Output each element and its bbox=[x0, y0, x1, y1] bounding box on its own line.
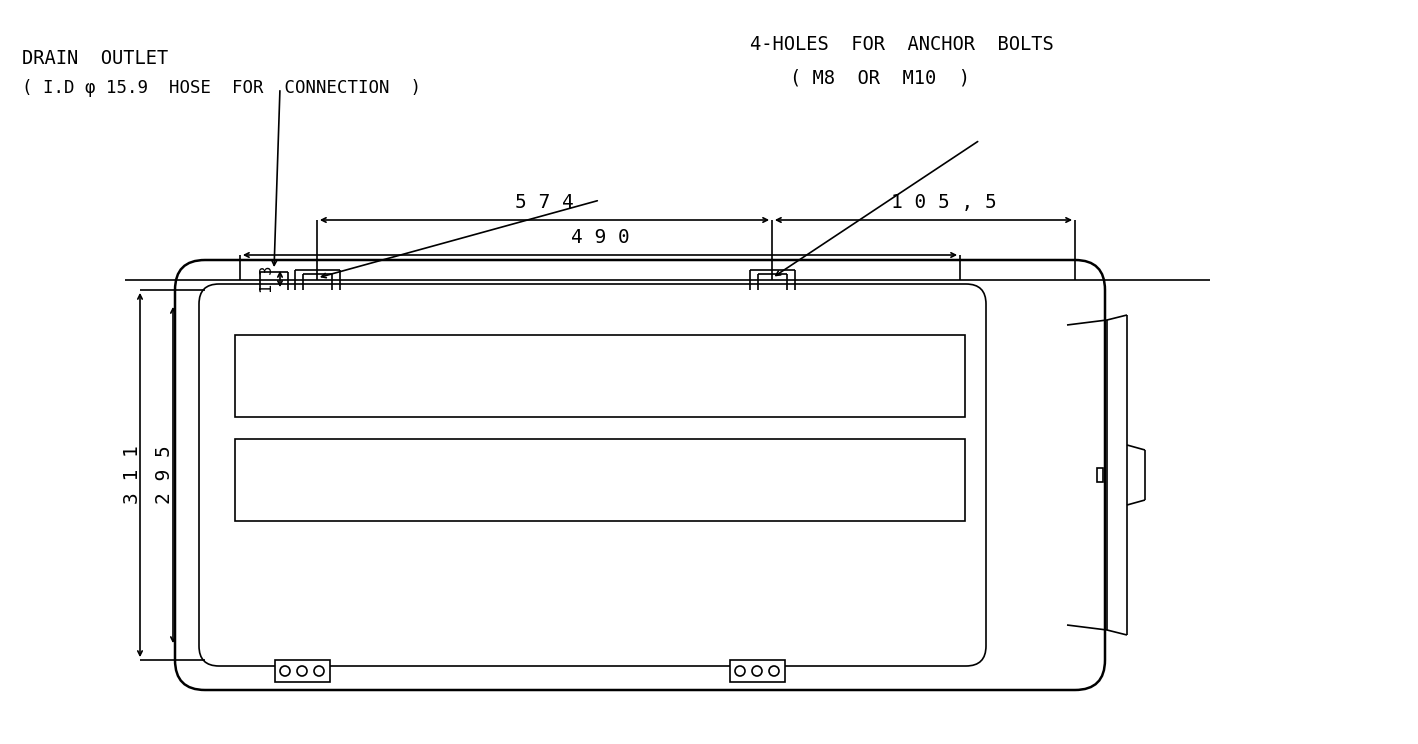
Bar bbox=[1098, 468, 1103, 482]
Bar bbox=[235, 439, 966, 521]
Text: DRAIN  OUTLET: DRAIN OUTLET bbox=[23, 48, 169, 68]
Text: ( I.D φ 15.9  HOSE  FOR  CONNECTION  ): ( I.D φ 15.9 HOSE FOR CONNECTION ) bbox=[23, 79, 421, 97]
Text: 2 9 5: 2 9 5 bbox=[156, 446, 174, 504]
Text: 4 9 0: 4 9 0 bbox=[570, 228, 630, 247]
Text: ( M8  OR  M10  ): ( M8 OR M10 ) bbox=[790, 68, 970, 88]
Bar bbox=[275, 660, 330, 682]
Bar bbox=[235, 335, 966, 417]
Text: 1 0 5 , 5: 1 0 5 , 5 bbox=[891, 193, 997, 212]
Text: 4-HOLES  FOR  ANCHOR  BOLTS: 4-HOLES FOR ANCHOR BOLTS bbox=[750, 36, 1054, 54]
Text: 5 7 4: 5 7 4 bbox=[515, 193, 574, 212]
Bar bbox=[730, 660, 786, 682]
Text: 1 3: 1 3 bbox=[259, 266, 275, 292]
Text: 3 1 1: 3 1 1 bbox=[122, 446, 142, 504]
